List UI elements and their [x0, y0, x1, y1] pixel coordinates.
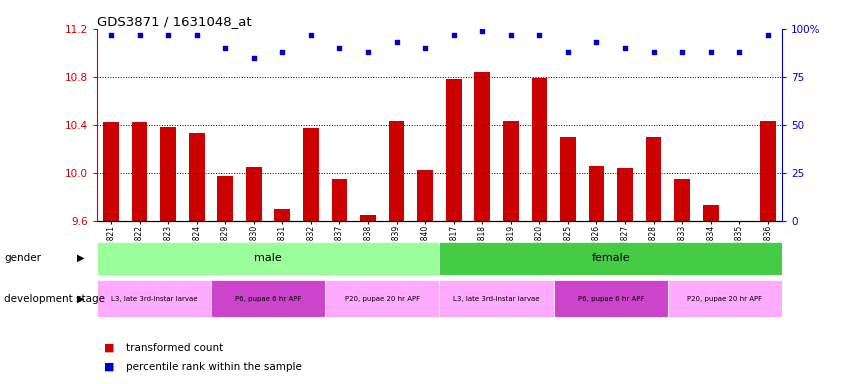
Bar — [417, 170, 433, 221]
Bar — [217, 176, 233, 221]
Text: P20, pupae 20 hr APF: P20, pupae 20 hr APF — [345, 296, 420, 301]
Bar — [703, 205, 718, 221]
Text: male: male — [254, 253, 282, 263]
Point — [561, 49, 574, 55]
Bar — [331, 179, 347, 221]
Text: ■: ■ — [104, 362, 114, 372]
Bar — [532, 78, 547, 221]
Bar — [439, 280, 553, 317]
Text: P6, pupae 6 hr APF: P6, pupae 6 hr APF — [235, 296, 301, 301]
Point — [133, 31, 146, 38]
Point — [761, 31, 775, 38]
Bar — [360, 215, 376, 221]
Bar — [132, 122, 147, 221]
Point — [161, 31, 175, 38]
Bar — [97, 242, 439, 275]
Point — [618, 45, 632, 51]
Bar — [103, 122, 119, 221]
Text: ▶: ▶ — [77, 253, 85, 263]
Bar — [674, 179, 690, 221]
Bar — [161, 127, 176, 221]
Point — [247, 55, 261, 61]
Bar — [503, 121, 519, 221]
Bar — [97, 280, 211, 317]
Point — [704, 49, 717, 55]
Bar — [274, 209, 290, 221]
Text: GDS3871 / 1631048_at: GDS3871 / 1631048_at — [97, 15, 251, 28]
Bar — [589, 166, 605, 221]
Bar — [189, 133, 204, 221]
Text: gender: gender — [4, 253, 41, 263]
Bar — [446, 79, 462, 221]
Bar — [246, 167, 262, 221]
Point — [532, 31, 546, 38]
Bar — [474, 72, 490, 221]
Point — [276, 49, 289, 55]
Point — [219, 45, 232, 51]
Bar — [389, 121, 405, 221]
Text: transformed count: transformed count — [126, 343, 224, 353]
Text: development stage: development stage — [4, 293, 105, 304]
Point — [504, 31, 517, 38]
Point — [333, 45, 346, 51]
Text: P6, pupae 6 hr APF: P6, pupae 6 hr APF — [578, 296, 644, 301]
Point — [733, 49, 746, 55]
Bar — [760, 121, 775, 221]
Bar — [560, 137, 576, 221]
Point — [190, 31, 204, 38]
Point — [304, 31, 318, 38]
Point — [475, 28, 489, 34]
Point — [675, 49, 689, 55]
Point — [419, 45, 432, 51]
Point — [362, 49, 375, 55]
Text: L3, late 3rd-instar larvae: L3, late 3rd-instar larvae — [453, 296, 540, 301]
Point — [647, 49, 660, 55]
Text: female: female — [591, 253, 630, 263]
Bar — [325, 280, 439, 317]
Text: percentile rank within the sample: percentile rank within the sample — [126, 362, 302, 372]
Bar — [617, 168, 633, 221]
Text: ▶: ▶ — [77, 293, 85, 304]
Bar — [303, 128, 319, 221]
Text: L3, late 3rd-instar larvae: L3, late 3rd-instar larvae — [110, 296, 197, 301]
Bar — [668, 280, 782, 317]
Point — [447, 31, 460, 38]
Text: P20, pupae 20 hr APF: P20, pupae 20 hr APF — [687, 296, 763, 301]
Point — [590, 39, 603, 45]
Point — [104, 31, 118, 38]
Bar — [211, 280, 325, 317]
Bar — [553, 280, 668, 317]
Bar — [439, 242, 782, 275]
Bar — [646, 137, 662, 221]
Point — [390, 39, 404, 45]
Text: ■: ■ — [104, 343, 114, 353]
